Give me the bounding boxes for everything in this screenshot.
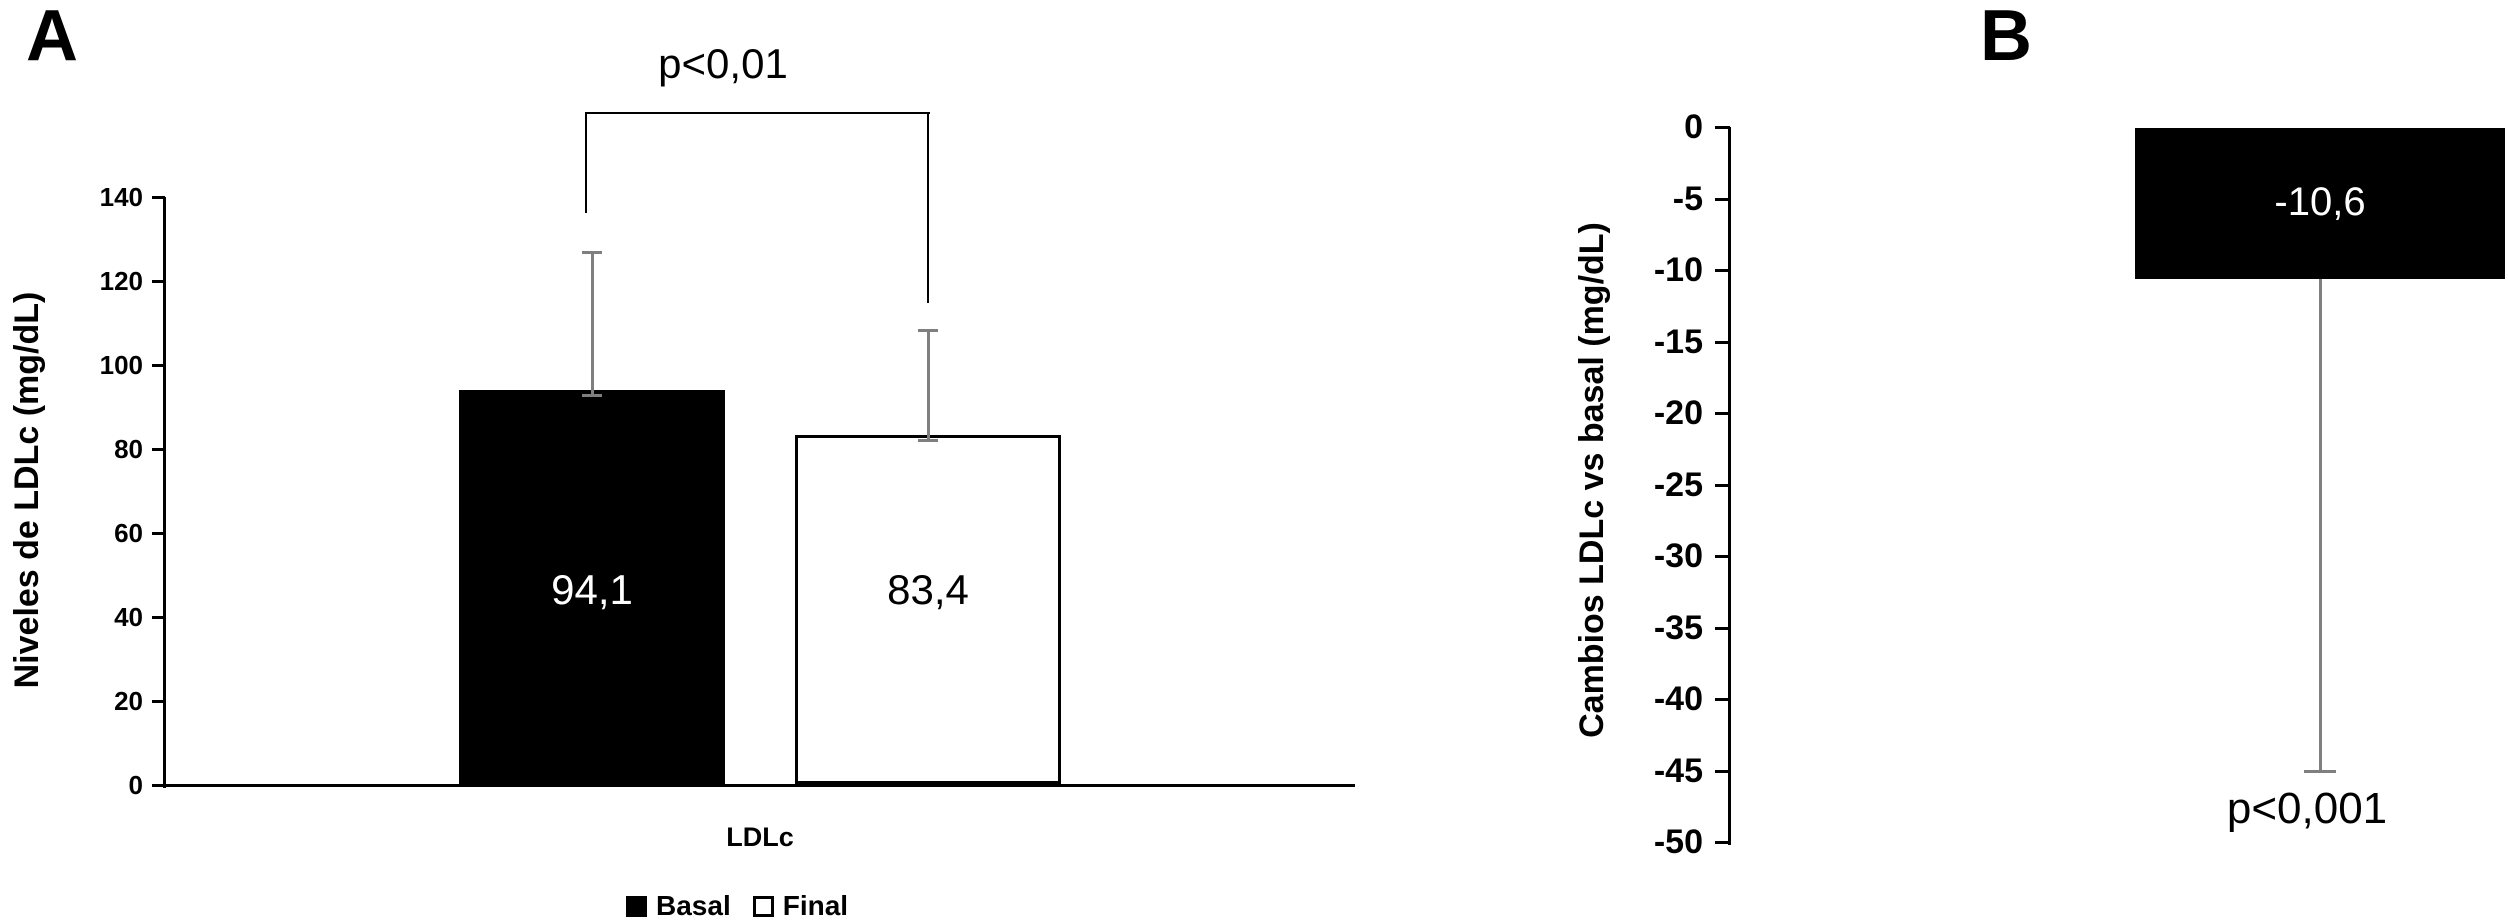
panel-a-bar-final — [795, 434, 1061, 784]
panel-a-y-tick-label: 120 — [99, 266, 143, 296]
panel-a-bar-basal — [459, 389, 725, 784]
panel-a-y-tick — [152, 532, 165, 535]
panel-b-y-tick-label: -25 — [1653, 465, 1703, 504]
legend-item-basal: Basal — [626, 892, 731, 920]
panel-b-y-tick — [1715, 841, 1730, 844]
panel-b-y-tick-label: -50 — [1653, 823, 1703, 861]
panel-a-y-tick — [152, 448, 165, 451]
panel-a-y-tick — [152, 784, 165, 787]
legend-item-final: Final — [752, 890, 849, 920]
panel-b-y-tick-label: -5 — [1672, 179, 1703, 218]
panel-a-error-line-basal — [591, 251, 594, 394]
panel-b-y-tick-label: 0 — [1684, 108, 1703, 146]
legend-swatch-final-icon — [752, 895, 774, 917]
panel-a-y-tick — [152, 616, 165, 619]
panel-b-y-tick-label: -30 — [1653, 537, 1703, 575]
panel-a-legend: Basal Final — [626, 892, 848, 920]
legend-label-final: Final — [782, 890, 849, 920]
panel-b-y-tick — [1715, 555, 1730, 558]
panel-a-error-cap-top-basal — [582, 250, 602, 254]
panel-a-y-tick — [152, 364, 165, 367]
panel-b-y-tick — [1715, 126, 1730, 129]
panel-b-y-tick — [1715, 269, 1730, 272]
panel-a-bracket-right-leg — [927, 112, 929, 303]
panel-b-y-tick — [1715, 626, 1730, 630]
panel-b-y-tick-label: -10 — [1653, 251, 1703, 289]
panel-b-bar-value: -10,6 — [2274, 180, 2366, 224]
panel-a-bracket-left-leg — [585, 112, 587, 213]
legend-swatch-basal-icon — [626, 895, 647, 917]
panel-b-letter: B — [1980, 0, 2032, 76]
panel-b-y-tick-label: -35 — [1653, 608, 1703, 647]
panel-a-y-tick-label: 100 — [99, 350, 143, 380]
panel-b-y-tick-label: -45 — [1653, 751, 1703, 790]
panel-a-y-tick — [152, 280, 165, 283]
panel-b-y-tick-label: -15 — [1653, 322, 1703, 361]
panel-a-y-tick-label: 40 — [114, 602, 143, 632]
panel-a-error-line-final — [927, 330, 930, 439]
panel-b-y-tick — [1715, 412, 1730, 415]
legend-label-basal: Basal — [656, 890, 731, 920]
panel-a-y-axis-line — [163, 197, 166, 788]
panel-b-y-tick — [1715, 698, 1730, 701]
panel-a-error-cap-top-final — [918, 329, 938, 333]
panel-b-y-tick — [1715, 197, 1730, 201]
panel-a-error-cap-bottom-final — [918, 438, 938, 442]
panel-a-y-tick — [152, 700, 165, 703]
panel-a-x-axis-line — [165, 784, 1355, 787]
panel-b-error-line — [2319, 278, 2322, 771]
panel-b-y-tick — [1715, 483, 1730, 487]
panel-b-y-tick-label: -20 — [1653, 394, 1703, 432]
panel-a-error-cap-bottom-basal — [582, 393, 602, 397]
panel-b-y-tick-label: -40 — [1653, 680, 1703, 718]
panel-a-y-tick-label: 80 — [114, 434, 143, 464]
panel-b-bar-cambio — [2135, 128, 2505, 279]
panel-a-y-tick-label: 140 — [99, 182, 143, 212]
panel-b-y-tick — [1715, 769, 1730, 773]
panel-b-significance-text: p<0,001 — [2226, 784, 2388, 833]
panel-a-x-category-label: LDLc — [726, 822, 794, 852]
panel-a-bar-value-final: 83,4 — [887, 566, 969, 613]
panel-a-y-tick — [152, 196, 165, 199]
panel-a-significance-text: p<0,01 — [658, 40, 788, 87]
panel-a-y-tick-label: 0 — [128, 770, 143, 800]
panel-a-y-tick-label: 20 — [114, 686, 143, 716]
panel-a-bracket-top — [585, 112, 930, 114]
panel-b-y-tick — [1715, 340, 1730, 344]
panel-a-y-tick-label: 60 — [114, 518, 143, 548]
panel-a-letter: A — [26, 0, 78, 76]
panel-b-error-cap — [2304, 769, 2336, 773]
panel-a-bar-value-basal: 94,1 — [551, 566, 633, 613]
